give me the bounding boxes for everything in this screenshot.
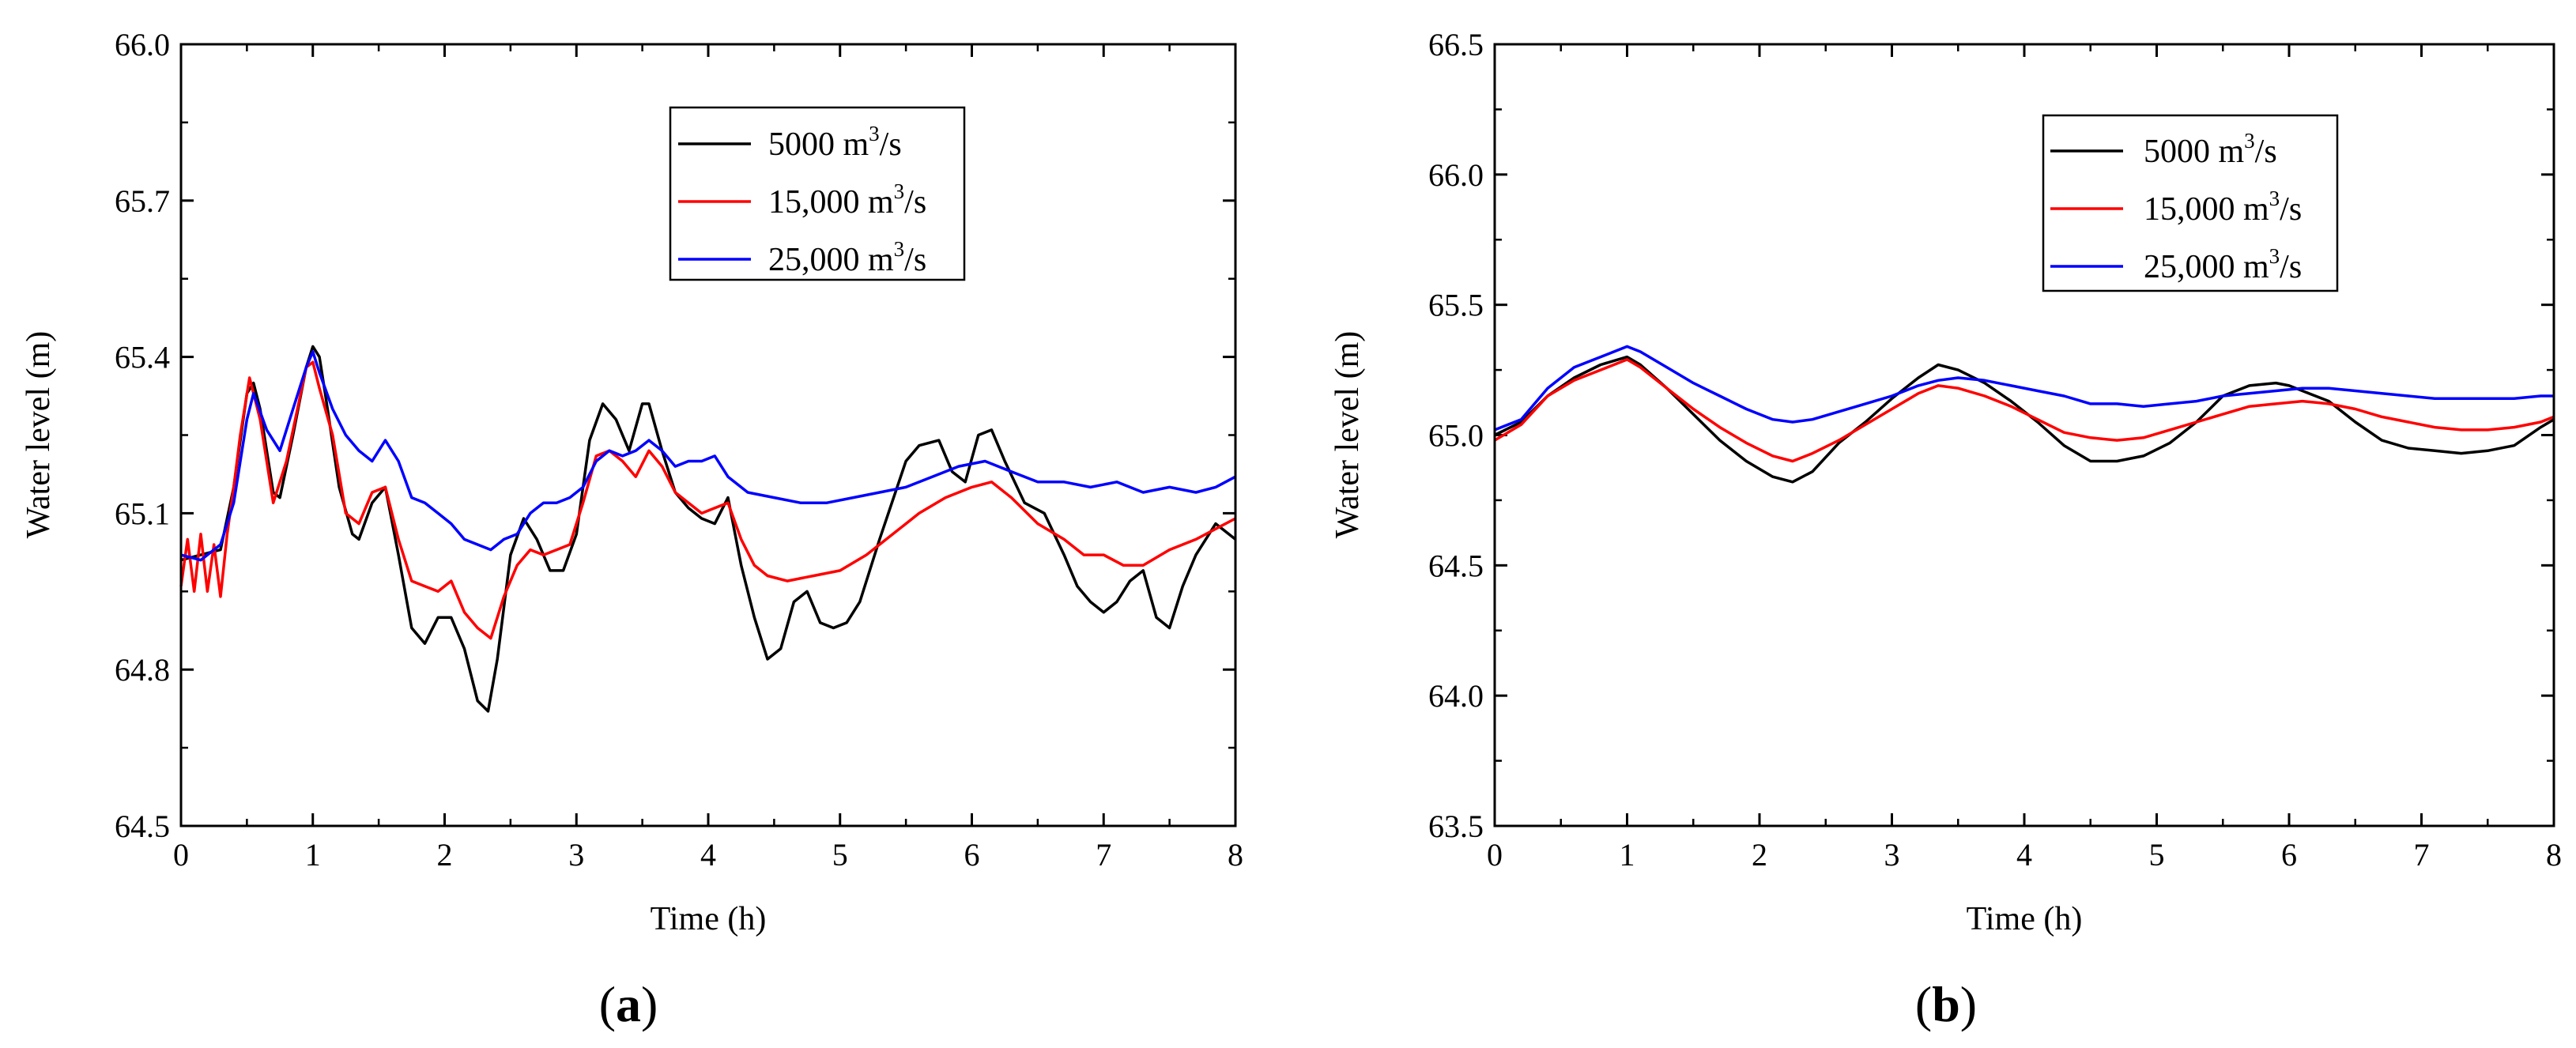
- series-line-15000: [1494, 358, 2555, 463]
- series-line-5000: [180, 345, 1237, 713]
- y-ticks: 63.5 64.0 64.5 65.0 65.5 66.0 66.5: [1428, 27, 2554, 844]
- x-tick-label: 3: [568, 837, 584, 873]
- y-tick-label: 65.4: [115, 340, 170, 375]
- x-tick-label: 2: [437, 837, 453, 873]
- legend-entry-15000: 15,000 m3/s: [2144, 187, 2302, 228]
- y-ticks: 64.5 64.8 65.1 65.4 65.7 66.0: [115, 27, 1235, 844]
- x-tick-label: 3: [1884, 837, 1900, 873]
- series-line-25000: [1494, 345, 2554, 432]
- panel-b: 0 1 2 3 4 5 6 7 8 63.5 64.0 64.5 65.0 65.5 66.0 66.5 T…: [1329, 27, 2562, 1032]
- plot-frame: [179, 43, 1237, 827]
- legend-box: [669, 106, 966, 281]
- legend-box: [2042, 114, 2339, 292]
- plot-frame: [1493, 43, 2555, 827]
- series-lines: [179, 345, 1237, 713]
- x-tick-label: 2: [1752, 837, 1767, 873]
- y-tick-label: 64.8: [115, 652, 170, 688]
- y-tick-label: 65.0: [1428, 418, 1484, 454]
- x-tick-label: 4: [2016, 837, 2032, 873]
- legend-entry-25000: 25,000 m3/s: [768, 237, 926, 278]
- x-tick-label: 5: [2149, 837, 2165, 873]
- legend-entry-15000: 15,000 m3/s: [768, 179, 926, 221]
- y-tick-label: 66.0: [1428, 157, 1484, 193]
- y-tick-label: 65.5: [1428, 288, 1484, 323]
- x-tick-label: 5: [832, 837, 848, 873]
- x-tick-label: 7: [1096, 837, 1111, 873]
- legend-entry-5000: 5000 m3/s: [768, 122, 902, 163]
- legend-entry-25000: 25,000 m3/s: [2144, 244, 2302, 285]
- x-tick-label: 7: [2414, 837, 2430, 873]
- x-tick-label: 6: [2281, 837, 2297, 873]
- y-tick-label: 64.5: [1428, 548, 1484, 583]
- panel-a: 0 1 2 3 4 5 6 7 8 64.5 64.8 65.1 65.4 65.7 66.0 Time …: [21, 27, 1243, 1032]
- y-axis-title: Water level (m): [1329, 331, 1366, 538]
- x-tick-label: 4: [700, 837, 716, 873]
- y-tick-label: 64.0: [1428, 678, 1484, 714]
- panel-label: (a): [599, 976, 658, 1032]
- x-tick-label: 1: [305, 837, 321, 873]
- x-tick-label: 6: [964, 837, 980, 873]
- x-tick-label: 1: [1620, 837, 1635, 873]
- y-tick-label: 65.7: [115, 183, 170, 219]
- y-tick-label: 66.5: [1428, 27, 1484, 62]
- x-tick-label: 8: [2546, 837, 2562, 873]
- panel-label: (b): [1915, 976, 1977, 1032]
- x-ticks: 0 1 2 3 4 5 6 7 8: [1487, 44, 2562, 873]
- x-tick-label: 0: [1487, 837, 1503, 873]
- x-tick-label: 0: [173, 837, 189, 873]
- series-lines: [1494, 345, 2555, 484]
- legend: 5000 m3/s 15,000 m3/s 25,000 m3/s: [669, 106, 966, 281]
- series-line-15000: [179, 360, 1236, 640]
- legend: 5000 m3/s 15,000 m3/s 25,000 m3/s: [2042, 114, 2339, 292]
- y-axis-title: Water level (m): [21, 331, 57, 538]
- y-tick-label: 63.5: [1428, 809, 1484, 844]
- y-tick-label: 64.5: [115, 809, 170, 844]
- x-tick-label: 8: [1228, 837, 1243, 873]
- series-line-25000: [180, 350, 1236, 562]
- x-axis-title: Time (h): [1967, 901, 2083, 937]
- y-tick-label: 66.0: [115, 27, 170, 62]
- y-tick-label: 65.1: [115, 496, 170, 531]
- x-axis-title: Time (h): [651, 901, 767, 937]
- legend-entry-5000: 5000 m3/s: [2144, 129, 2277, 170]
